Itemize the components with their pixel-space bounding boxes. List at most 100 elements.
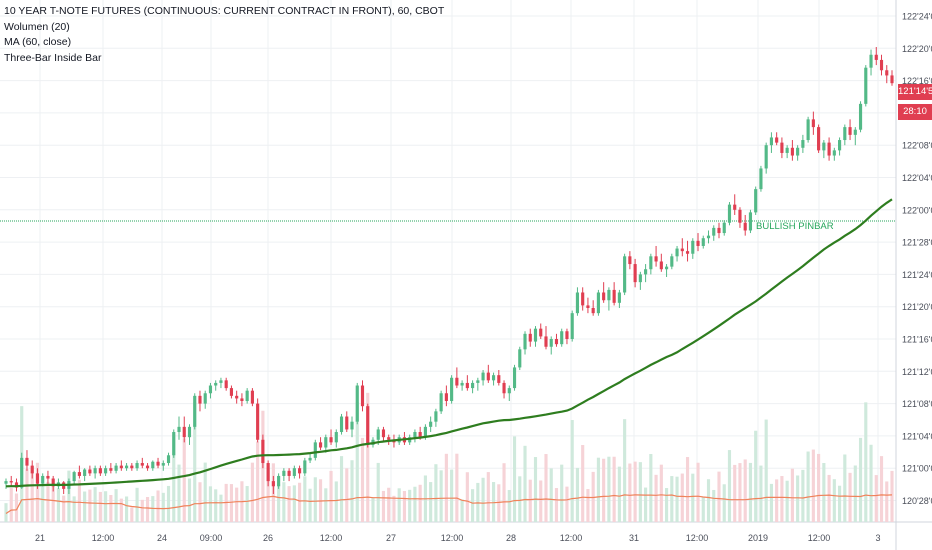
candle-body[interactable]	[696, 240, 700, 246]
candle-body[interactable]	[51, 478, 55, 487]
candle-body[interactable]	[208, 385, 213, 394]
candle-body[interactable]	[450, 377, 454, 402]
candle-body[interactable]	[93, 468, 97, 474]
candle-body[interactable]	[303, 460, 307, 474]
candle-body[interactable]	[507, 388, 511, 394]
candle-body[interactable]	[298, 468, 302, 474]
candle-body[interactable]	[219, 380, 223, 383]
candle-body[interactable]	[77, 472, 81, 476]
candle-body[interactable]	[602, 292, 606, 301]
candle-body[interactable]	[670, 256, 674, 267]
candle-body[interactable]	[187, 426, 192, 438]
candle-body[interactable]	[360, 385, 365, 407]
candle-body[interactable]	[727, 204, 732, 223]
candle-body[interactable]	[460, 382, 464, 386]
candle-body[interactable]	[481, 372, 485, 381]
candle-body[interactable]	[659, 261, 663, 270]
candle-body[interactable]	[345, 416, 349, 430]
candle-body[interactable]	[130, 465, 134, 469]
candle-body[interactable]	[140, 463, 144, 466]
candle-body[interactable]	[864, 67, 868, 104]
candle-body[interactable]	[329, 437, 333, 443]
candle-body[interactable]	[334, 432, 338, 443]
candle-body[interactable]	[172, 432, 176, 456]
candle-body[interactable]	[245, 390, 249, 402]
candle-body[interactable]	[434, 411, 438, 422]
candle-body[interactable]	[214, 382, 218, 386]
candle-body[interactable]	[423, 426, 427, 438]
candle-body[interactable]	[554, 339, 559, 345]
candle-body[interactable]	[785, 147, 789, 153]
candle-body[interactable]	[822, 142, 826, 151]
candle-body[interactable]	[743, 222, 747, 231]
candle-body[interactable]	[512, 367, 517, 389]
candle-body[interactable]	[198, 395, 202, 404]
candle-body[interactable]	[413, 432, 417, 438]
candle-body[interactable]	[41, 475, 45, 484]
candle-body[interactable]	[607, 289, 611, 301]
candle-body[interactable]	[20, 457, 24, 488]
candle-body[interactable]	[387, 437, 391, 440]
candle-body[interactable]	[151, 461, 155, 469]
candle-body[interactable]	[308, 457, 312, 461]
candle-body[interactable]	[366, 406, 370, 445]
candle-body[interactable]	[617, 292, 621, 303]
candle-body[interactable]	[104, 468, 108, 474]
candle-body[interactable]	[145, 465, 150, 469]
candle-body[interactable]	[166, 455, 171, 464]
candle-body[interactable]	[801, 140, 805, 148]
candle-body[interactable]	[638, 274, 642, 283]
candle-body[interactable]	[717, 227, 721, 234]
candle-body[interactable]	[444, 393, 448, 402]
candle-body[interactable]	[780, 142, 784, 153]
candle-body[interactable]	[560, 331, 564, 345]
candle-body[interactable]	[277, 475, 281, 487]
candle-body[interactable]	[72, 472, 76, 482]
pattern-indicator-label[interactable]: Three-Bar Inside Bar	[4, 51, 102, 64]
candle-body[interactable]	[848, 127, 852, 135]
candle-body[interactable]	[240, 398, 244, 402]
candle-body[interactable]	[476, 380, 480, 383]
candle-body[interactable]	[88, 469, 92, 474]
candle-body[interactable]	[628, 256, 632, 265]
candle-body[interactable]	[83, 469, 87, 476]
candle-body[interactable]	[885, 70, 889, 76]
candle-body[interactable]	[261, 439, 265, 464]
candle-body[interactable]	[775, 137, 779, 143]
candle-body[interactable]	[764, 145, 768, 169]
candle-body[interactable]	[502, 382, 506, 394]
candle-body[interactable]	[890, 75, 894, 84]
candle-body[interactable]	[843, 127, 847, 141]
candle-body[interactable]	[649, 256, 653, 270]
candle-body[interactable]	[612, 289, 616, 303]
candle-body[interactable]	[733, 204, 737, 210]
candle-body[interactable]	[581, 292, 585, 306]
candle-body[interactable]	[806, 119, 810, 141]
candle-body[interactable]	[282, 470, 286, 476]
candle-body[interactable]	[838, 140, 842, 151]
candle-body[interactable]	[35, 473, 40, 484]
candle-body[interactable]	[318, 442, 323, 448]
candle-body[interactable]	[533, 328, 538, 342]
candle-body[interactable]	[759, 168, 763, 190]
candle-body[interactable]	[229, 388, 234, 396]
candle-body[interactable]	[858, 103, 863, 130]
candle-body[interactable]	[748, 212, 753, 231]
candle-body[interactable]	[14, 482, 19, 488]
candle-body[interactable]	[549, 339, 553, 347]
candle-body[interactable]	[455, 377, 459, 386]
candle-body[interactable]	[664, 266, 669, 270]
candle-body[interactable]	[30, 465, 34, 474]
candle-body[interactable]	[879, 59, 884, 71]
candle-body[interactable]	[754, 189, 758, 213]
candle-body[interactable]	[675, 248, 679, 257]
candle-body[interactable]	[193, 395, 197, 427]
candle-body[interactable]	[596, 292, 600, 314]
candle-body[interactable]	[182, 426, 186, 438]
candle-body[interactable]	[98, 468, 102, 474]
candle-body[interactable]	[9, 481, 13, 483]
candle-body[interactable]	[135, 463, 139, 469]
candle-body[interactable]	[680, 248, 684, 252]
